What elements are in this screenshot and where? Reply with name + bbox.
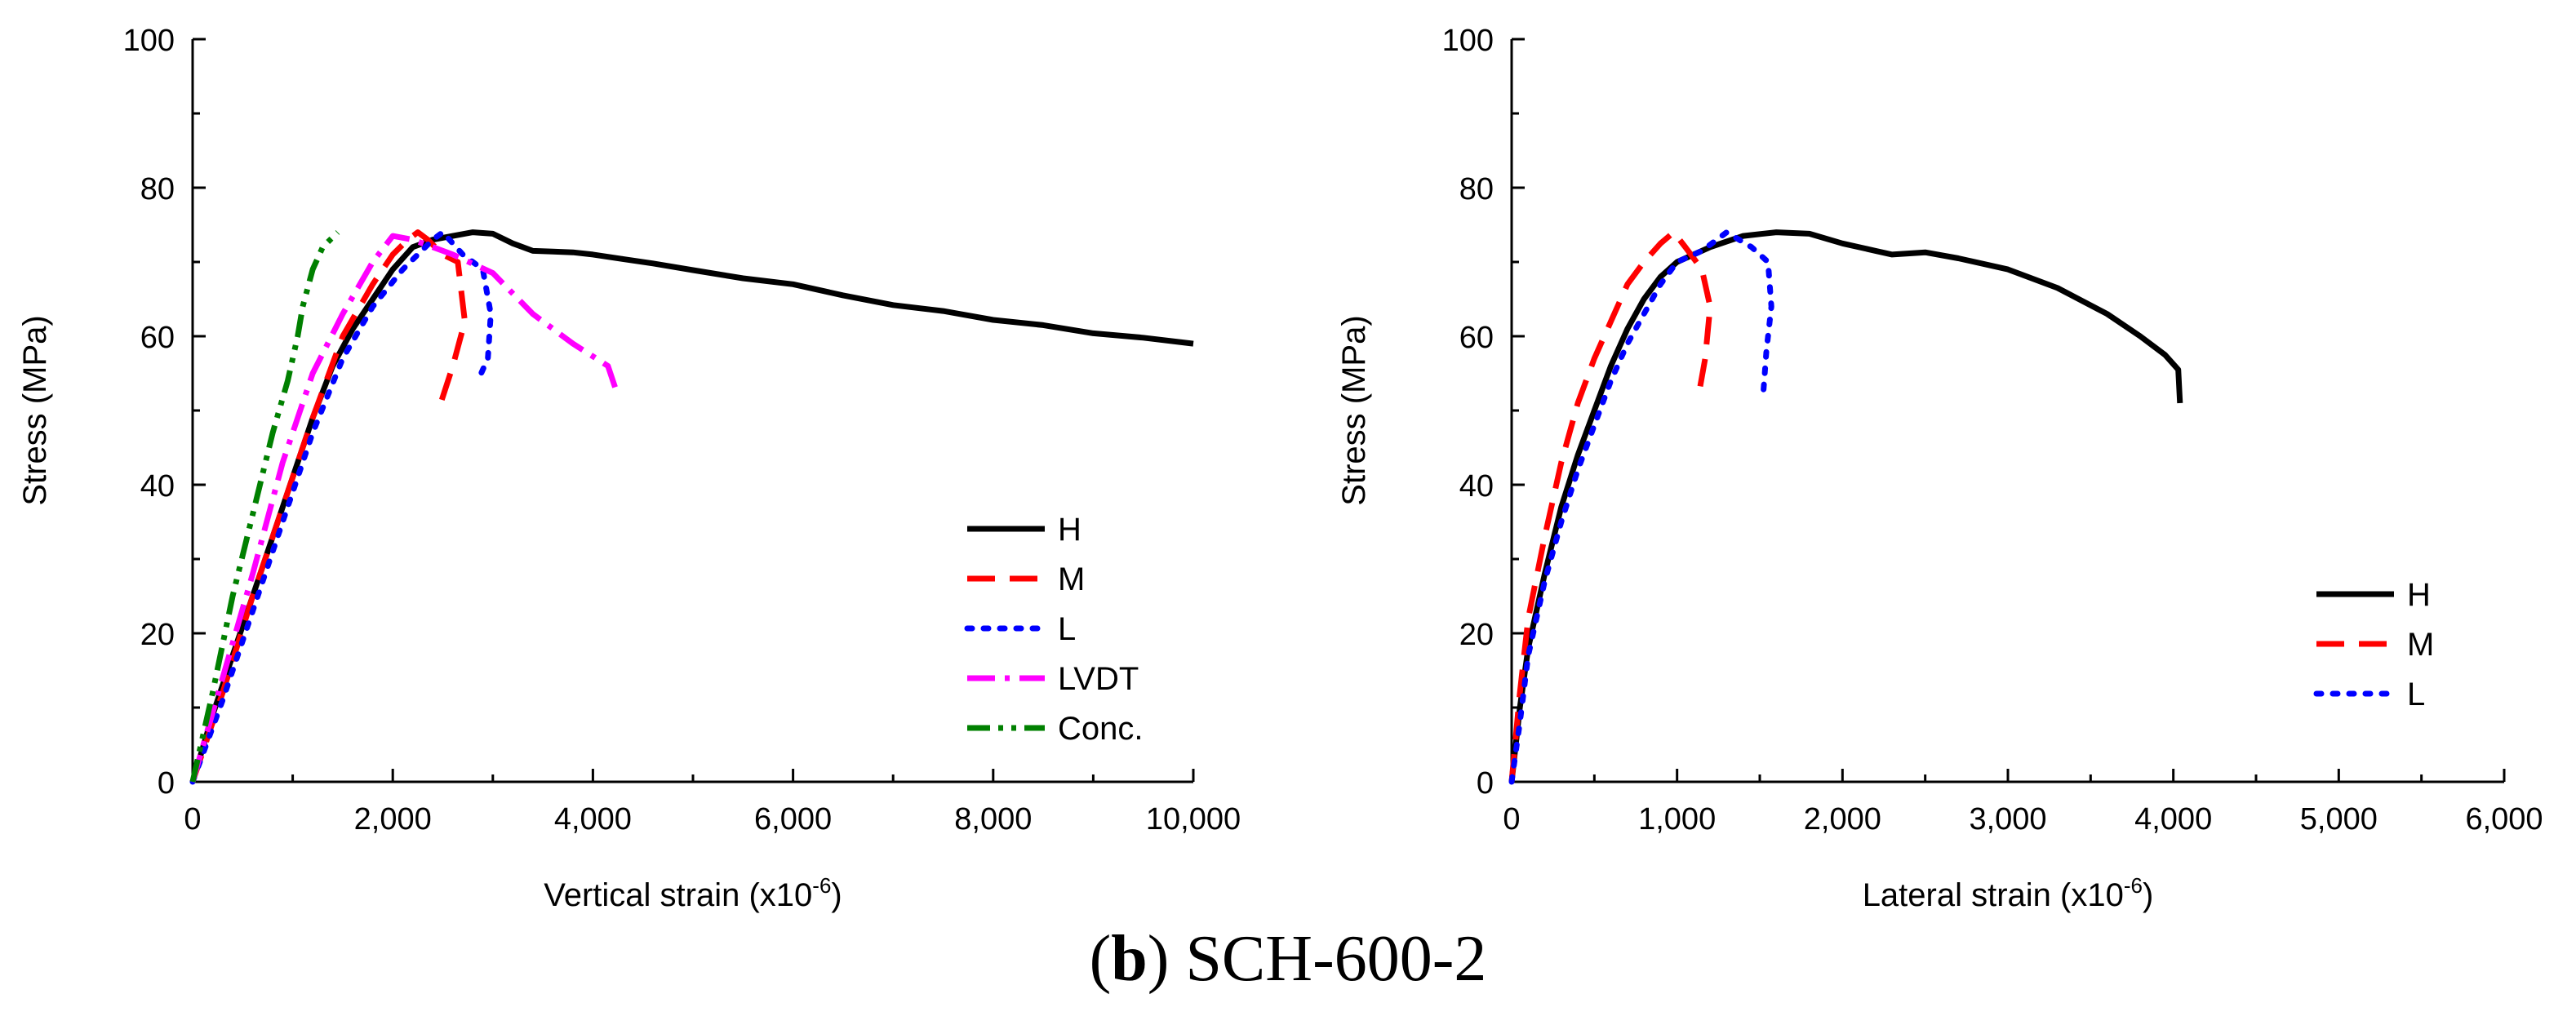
x-tick-label: 1,000 (1638, 802, 1716, 837)
figure-caption: (b) SCH-600-2 (1089, 923, 1487, 995)
series-line-h (1508, 229, 2183, 783)
legend-label: L (2407, 677, 2425, 712)
series-line-lvdt (189, 233, 621, 783)
y-tick-label: 40 (140, 469, 175, 504)
legend-label: M (2407, 627, 2434, 663)
legend-label: Conc. (1058, 711, 1144, 747)
legend-label: H (1058, 512, 1081, 548)
x-tick-label: 0 (184, 802, 201, 837)
caption-letter: b (1111, 923, 1148, 995)
y-tick-label: 60 (140, 321, 175, 355)
x-tick-label: 2,000 (354, 802, 432, 837)
y-tick-label: 0 (158, 766, 175, 801)
y-tick-label: 100 (1442, 24, 1494, 58)
y-tick-label: 80 (140, 172, 175, 206)
legend-label: M (1058, 561, 1085, 597)
x-tick-label: 0 (1503, 802, 1520, 837)
x-tick-label: 3,000 (1969, 802, 2046, 837)
y-tick-label: 0 (1477, 766, 1494, 801)
x-axis-title: Vertical strain (x10-6) (544, 873, 842, 913)
y-tick-label: 100 (123, 24, 175, 58)
series-line-m (189, 229, 468, 783)
y-axis-title: Stress (MPa) (17, 315, 53, 505)
legend-label: LVDT (1058, 661, 1139, 697)
legend-label: H (2407, 577, 2431, 613)
y-axis-title: Stress (MPa) (1336, 315, 1372, 505)
x-tick-label: 10,000 (1146, 802, 1241, 837)
x-tick-label: 4,000 (554, 802, 632, 837)
legend-label: L (1058, 611, 1076, 647)
x-tick-label: 4,000 (2134, 802, 2212, 837)
left-chart-panel: 0 20 40 60 80 100 0 2,000 4,000 6,000 8,000 10,000 V… (17, 24, 1241, 913)
x-axis-title: Lateral strain (x10-6) (1863, 873, 2154, 913)
y-tick-label: 20 (140, 618, 175, 652)
x-tick-label: 6,000 (2465, 802, 2543, 837)
x-tick-label: 8,000 (954, 802, 1032, 837)
y-tick-label: 40 (1459, 469, 1494, 504)
y-tick-label: 60 (1459, 321, 1494, 355)
right-chart-panel: 0 20 40 60 80 100 0 1,000 2,000 3,000 4,000 5,000 6,… (1336, 24, 2543, 913)
x-tick-label: 2,000 (1804, 802, 1881, 837)
series-line-conc (189, 230, 340, 783)
x-tick-label: 6,000 (754, 802, 832, 837)
caption-text: SCH-600-2 (1185, 923, 1487, 995)
y-tick-label: 80 (1459, 172, 1494, 206)
series-line-l (189, 229, 494, 785)
series-line-m (1508, 229, 1713, 783)
series-line-l (1508, 229, 1774, 785)
y-tick-label: 20 (1459, 618, 1494, 652)
x-tick-label: 5,000 (2300, 802, 2378, 837)
